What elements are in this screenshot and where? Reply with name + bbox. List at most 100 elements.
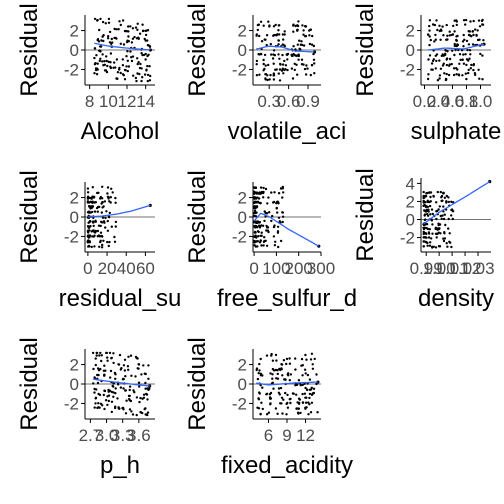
data-point xyxy=(482,39,485,42)
data-point xyxy=(474,73,477,77)
data-point xyxy=(146,79,149,83)
data-point xyxy=(279,239,283,243)
data-point xyxy=(96,229,100,233)
data-point xyxy=(279,386,283,390)
data-point xyxy=(316,411,319,414)
data-point xyxy=(268,78,271,81)
data-point xyxy=(467,33,471,37)
data-point xyxy=(91,210,94,214)
x-tick-label: 0.3 xyxy=(257,92,281,111)
data-point xyxy=(271,367,275,371)
data-point xyxy=(114,220,118,224)
data-point xyxy=(258,34,261,38)
data-point xyxy=(305,358,308,361)
data-point xyxy=(259,234,262,237)
data-point xyxy=(470,63,473,67)
data-point xyxy=(258,241,262,244)
data-point xyxy=(92,382,95,385)
data-point xyxy=(99,57,102,60)
data-point xyxy=(438,24,441,27)
data-point xyxy=(90,230,93,233)
data-point xyxy=(254,235,257,238)
data-point xyxy=(147,377,150,380)
data-point xyxy=(442,34,445,37)
data-point xyxy=(271,57,275,60)
data-point xyxy=(479,52,482,56)
data-point xyxy=(303,392,307,395)
data-point xyxy=(427,236,431,239)
data-point xyxy=(277,387,281,390)
data-point xyxy=(300,62,304,66)
data-point xyxy=(259,357,262,361)
y-tick-label: 0 xyxy=(70,41,79,60)
data-point xyxy=(461,74,464,77)
data-point xyxy=(138,72,141,76)
data-point xyxy=(119,368,123,371)
data-point xyxy=(255,62,258,66)
data-point xyxy=(444,78,448,82)
data-point xyxy=(131,413,135,416)
data-point xyxy=(266,78,269,82)
data-point xyxy=(467,68,470,72)
data-point xyxy=(103,364,106,367)
data-point xyxy=(267,20,270,23)
data-point xyxy=(141,76,144,79)
data-point xyxy=(259,186,263,189)
data-point xyxy=(277,391,281,394)
data-point xyxy=(302,44,306,47)
data-point xyxy=(100,354,104,357)
data-point xyxy=(464,72,467,75)
data-point xyxy=(109,369,113,373)
data-point xyxy=(424,218,427,221)
data-point xyxy=(440,217,443,220)
data-point xyxy=(478,25,482,28)
data-point xyxy=(451,210,455,213)
data-point xyxy=(114,196,117,200)
data-point xyxy=(434,67,437,70)
data-point xyxy=(424,195,428,198)
data-point xyxy=(286,68,289,72)
data-point xyxy=(307,401,310,404)
y-axis-title: Residual xyxy=(184,3,211,96)
data-point xyxy=(291,77,295,80)
data-point xyxy=(140,52,143,55)
data-point xyxy=(467,30,470,33)
data-point xyxy=(428,228,431,231)
outlier-point xyxy=(316,380,320,384)
data-point xyxy=(461,58,464,61)
data-point xyxy=(123,68,127,72)
data-point xyxy=(96,62,99,65)
data-point xyxy=(99,17,102,21)
data-point xyxy=(142,393,146,396)
data-point xyxy=(312,44,316,48)
x-tick-label: 1.00 xyxy=(423,259,456,278)
data-point xyxy=(269,402,272,405)
data-point xyxy=(255,74,259,77)
data-point xyxy=(275,207,278,210)
data-point xyxy=(127,35,130,38)
data-point xyxy=(98,354,101,357)
data-point xyxy=(460,49,464,52)
data-point xyxy=(280,396,284,399)
data-point xyxy=(257,235,260,238)
data-point xyxy=(106,229,110,232)
data-point xyxy=(438,74,442,77)
data-point xyxy=(469,53,472,56)
data-point xyxy=(101,53,104,56)
data-point xyxy=(110,410,114,414)
data-point xyxy=(141,53,144,57)
data-point xyxy=(148,79,152,82)
data-point xyxy=(274,407,278,410)
data-point xyxy=(303,368,307,371)
data-point xyxy=(108,389,112,392)
data-point xyxy=(477,19,481,22)
data-point xyxy=(301,401,305,404)
data-point xyxy=(127,394,131,398)
data-point xyxy=(276,211,279,214)
data-point xyxy=(100,211,104,214)
data-point xyxy=(439,190,442,194)
data-point xyxy=(294,368,297,371)
data-point xyxy=(134,76,138,80)
data-point xyxy=(147,364,150,367)
y-tick-label: 2 xyxy=(70,356,79,375)
